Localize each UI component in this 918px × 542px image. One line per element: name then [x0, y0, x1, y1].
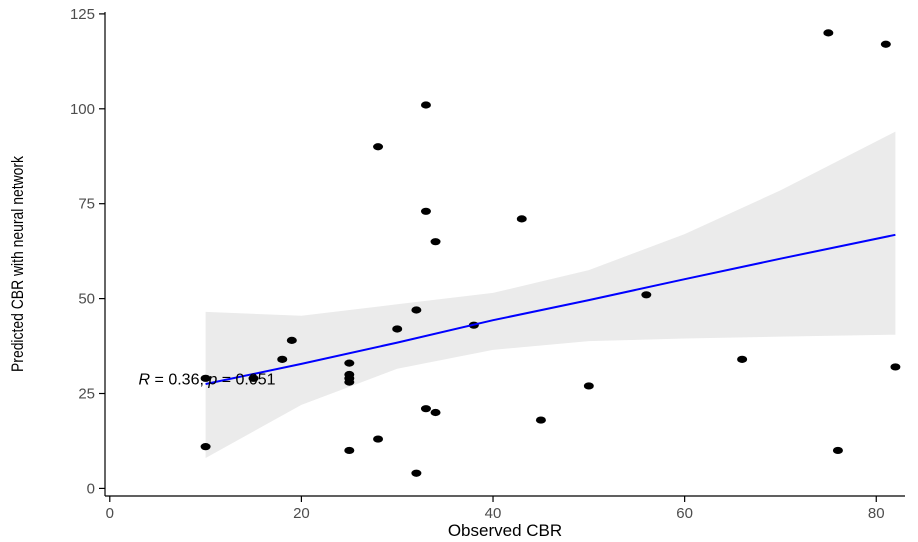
- data-point: [880, 40, 891, 48]
- y-tick-label: 100: [70, 101, 95, 118]
- data-point: [200, 443, 211, 451]
- regression-line: [205, 233, 896, 385]
- confidence-band: [205, 131, 896, 458]
- x-tick-label: 80: [868, 505, 885, 522]
- y-tick-label: 75: [78, 196, 95, 213]
- axes: 0 20 40 60 80 0 25 50 75 100 125: [70, 6, 905, 522]
- y-tick-label: 125: [70, 6, 95, 23]
- data-point: [286, 336, 297, 344]
- data-point: [248, 374, 259, 382]
- correlation-label: R = 0.36, p = 0.051: [139, 371, 276, 388]
- data-point: [823, 29, 834, 37]
- data-point: [420, 101, 431, 109]
- data-point: [535, 416, 546, 424]
- data-point: [641, 291, 652, 299]
- r-symbol: R: [139, 371, 151, 388]
- data-point: [411, 306, 422, 314]
- x-tick-label: 0: [106, 505, 114, 522]
- data-point: [890, 363, 901, 371]
- data-point: [516, 215, 527, 223]
- data-point: [411, 469, 422, 477]
- correlation-annotation: R = 0.36, p = 0.051: [139, 371, 276, 388]
- data-point: [277, 355, 288, 363]
- y-tick-label: 25: [78, 386, 95, 403]
- data-point: [344, 446, 355, 455]
- y-tick-label: 50: [78, 291, 95, 308]
- r-value: = 0.36,: [150, 371, 208, 388]
- y-axis-title: Predicted CBR with neural network: [9, 156, 28, 372]
- data-points: [200, 29, 901, 477]
- data-point: [373, 143, 384, 151]
- p-value: = 0.051: [217, 371, 275, 388]
- p-symbol: p: [207, 371, 217, 388]
- data-point: [420, 405, 431, 413]
- data-point: [373, 435, 384, 443]
- data-point: [420, 207, 431, 215]
- data-point: [583, 382, 594, 390]
- data-point: [832, 446, 843, 455]
- data-point: [392, 325, 403, 333]
- data-point: [430, 238, 441, 246]
- x-tick-label: 60: [676, 505, 693, 522]
- x-tick-label: 40: [485, 505, 502, 522]
- data-point: [200, 374, 211, 382]
- x-tick-label: 20: [293, 505, 310, 522]
- x-axis-title: Observed CBR: [448, 521, 562, 540]
- confidence-band-area: [205, 131, 896, 458]
- data-point: [344, 359, 355, 367]
- y-tick-label: 0: [87, 480, 95, 497]
- data-point: [344, 370, 355, 379]
- data-point: [737, 355, 748, 363]
- data-point: [430, 408, 441, 417]
- regression-line-path: [205, 233, 896, 385]
